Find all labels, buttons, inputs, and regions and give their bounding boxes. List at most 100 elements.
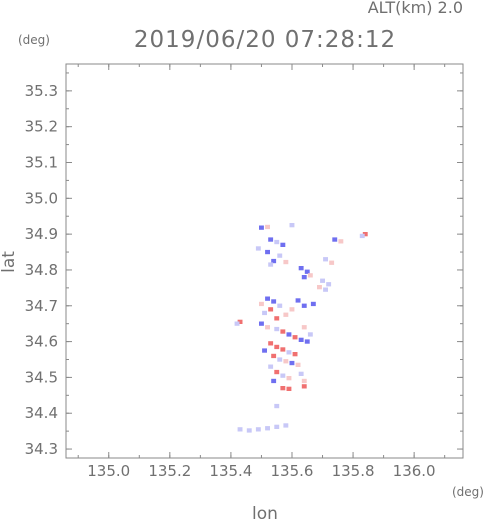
heatmap-cell bbox=[271, 258, 277, 264]
heatmap-cell bbox=[259, 321, 264, 326]
heatmap-cell bbox=[277, 357, 283, 362]
heatmap-cell bbox=[289, 307, 295, 312]
heatmap-cell bbox=[301, 325, 307, 330]
heatmap-cell bbox=[307, 332, 313, 337]
heatmap-cell bbox=[237, 427, 243, 432]
heatmap-cell bbox=[274, 403, 280, 409]
x-tick-label: 135.8 bbox=[332, 462, 375, 480]
x-tick-label: 136.0 bbox=[393, 462, 436, 480]
x-unit-label: (deg) bbox=[452, 485, 484, 499]
heatmap-cell bbox=[298, 371, 304, 376]
heatmap-cell bbox=[362, 232, 368, 237]
x-tick-label: 135.0 bbox=[87, 462, 130, 480]
y-tick-label: 35.1 bbox=[25, 154, 58, 172]
heatmap-cell bbox=[234, 321, 240, 326]
heatmap-cell bbox=[262, 348, 267, 353]
heatmap-cell bbox=[338, 239, 344, 244]
heatmap-cell bbox=[280, 373, 286, 378]
heatmap-cell bbox=[274, 326, 280, 332]
y-tick-label: 34.8 bbox=[25, 261, 58, 279]
heatmap-cell bbox=[295, 298, 301, 303]
heatmap-cell bbox=[286, 350, 292, 355]
x-axis: 135.0 135.2 135.4 135.6 135.8 136.0 bbox=[77, 64, 446, 480]
heatmap-cell bbox=[295, 362, 301, 367]
heatmap-cell bbox=[301, 378, 307, 384]
heatmap-cell bbox=[268, 364, 274, 369]
heatmap-cells bbox=[234, 223, 368, 433]
x-axis-title: lon bbox=[252, 504, 278, 521]
heatmap-cell bbox=[271, 353, 277, 359]
heatmap-cell bbox=[274, 369, 280, 375]
heatmap-cell bbox=[283, 259, 289, 265]
heatmap-cell bbox=[304, 269, 310, 274]
y-axis-title: lat bbox=[0, 251, 19, 273]
heatmap-cell bbox=[268, 262, 274, 267]
heatmap-cell bbox=[277, 303, 283, 308]
heatmap-cell bbox=[277, 253, 283, 258]
heatmap-cell bbox=[298, 266, 304, 271]
y-tick-label: 34.9 bbox=[25, 225, 58, 243]
heatmap-cell bbox=[259, 225, 264, 230]
y-tick-label: 34.3 bbox=[25, 440, 58, 458]
heatmap-cell bbox=[298, 337, 304, 342]
y-unit-label: (deg) bbox=[18, 33, 50, 47]
heatmap-cell bbox=[323, 287, 328, 292]
heatmap-cell bbox=[317, 285, 322, 290]
heatmap-cell bbox=[262, 310, 267, 316]
y-tick-label: 35.0 bbox=[25, 189, 58, 207]
heatmap-cell bbox=[280, 386, 286, 391]
heatmap-cell bbox=[286, 386, 292, 391]
y-tick-label: 34.6 bbox=[25, 333, 58, 351]
heatmap-cell bbox=[301, 384, 307, 389]
heatmap-cell bbox=[329, 260, 335, 265]
heatmap-cell bbox=[274, 344, 280, 350]
heatmap-cell bbox=[265, 426, 270, 431]
heatmap-cell bbox=[286, 376, 292, 381]
heatmap-cell bbox=[265, 296, 270, 301]
heatmap-cell bbox=[292, 335, 298, 340]
heatmap-cell bbox=[280, 347, 286, 352]
y-tick-label: 34.7 bbox=[25, 297, 58, 315]
heatmap-cell bbox=[307, 273, 313, 278]
heatmap-cell bbox=[289, 223, 295, 228]
heatmap-cell bbox=[246, 428, 252, 433]
heatmap-cell bbox=[237, 319, 243, 324]
heatmap-cell bbox=[274, 424, 280, 429]
heatmap-cell bbox=[259, 301, 264, 307]
y-tick-label: 35.3 bbox=[25, 82, 58, 100]
heatmap-cell bbox=[265, 224, 270, 230]
x-tick-label: 135.6 bbox=[271, 462, 314, 480]
heatmap-cell bbox=[289, 360, 295, 366]
heatmap-cell bbox=[283, 359, 289, 364]
y-axis: 34.3 34.4 34.5 34.6 34.7 34.8 34.9 35.0 35.1 35.2… bbox=[25, 72, 463, 458]
heatmap-cell bbox=[301, 275, 307, 280]
y-tick-label: 35.2 bbox=[25, 118, 58, 136]
heatmap-cell bbox=[320, 278, 325, 283]
chart-title: 2019/06/20 07:28:12 bbox=[134, 27, 396, 53]
heatmap-cell bbox=[286, 332, 292, 337]
heatmap-cell bbox=[283, 312, 289, 317]
plot-area-frame bbox=[65, 63, 464, 459]
heatmap-cell bbox=[268, 237, 274, 242]
altitude-label: ALT(km) 2.0 bbox=[368, 0, 463, 17]
heatmap-cell bbox=[274, 316, 280, 321]
heatmap-cell bbox=[310, 301, 316, 307]
heatmap-cell bbox=[323, 257, 328, 262]
heatmap-cell bbox=[301, 303, 307, 308]
heatmap-cell bbox=[326, 282, 332, 287]
heatmap-cell bbox=[280, 329, 286, 334]
heatmap-cell bbox=[265, 325, 270, 330]
heatmap-cell bbox=[304, 339, 310, 344]
heatmap-cell bbox=[271, 299, 277, 304]
heatmap-cell bbox=[268, 307, 274, 312]
heatmap-cell bbox=[274, 239, 280, 245]
heatmap-cell bbox=[268, 341, 274, 346]
heatmap-cell bbox=[292, 352, 298, 357]
y-tick-label: 34.4 bbox=[25, 404, 58, 422]
heatmap-cell bbox=[255, 427, 261, 432]
x-tick-label: 135.4 bbox=[209, 462, 252, 480]
heatmap-cell bbox=[283, 423, 289, 428]
heatmap-cell bbox=[255, 246, 261, 251]
x-tick-label: 135.2 bbox=[148, 462, 191, 480]
